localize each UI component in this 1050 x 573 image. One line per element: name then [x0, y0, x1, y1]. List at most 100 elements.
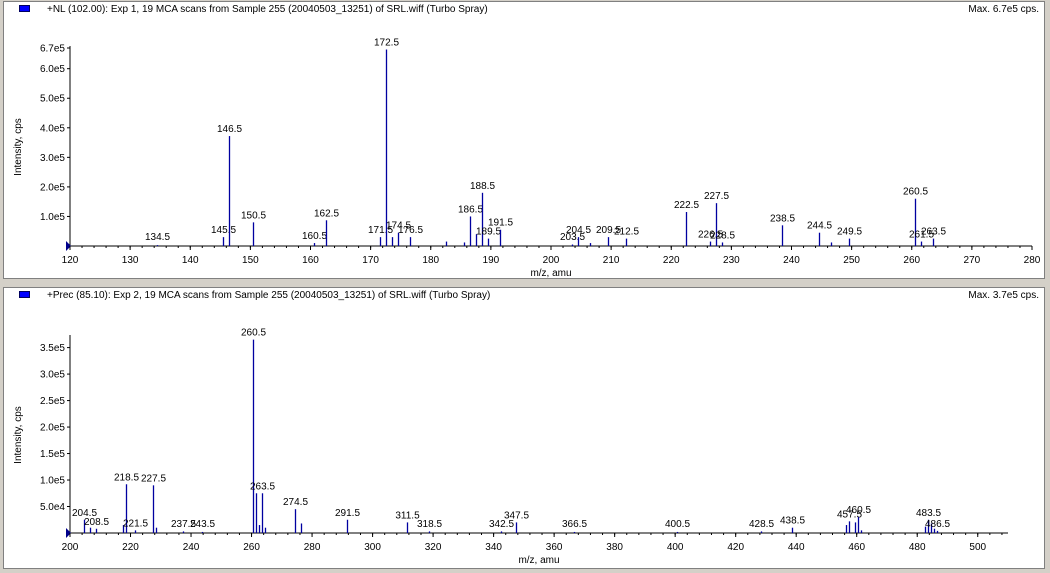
x-tick-label: 240 [783, 255, 800, 266]
x-tick-label: 300 [364, 542, 381, 553]
y-tick-label: 5.0e5 [40, 94, 65, 105]
x-tick-label: 220 [663, 255, 680, 266]
peak-label: 483.5 [916, 508, 941, 519]
peak-label: 218.5 [114, 472, 139, 483]
x-tick-label: 200 [62, 542, 79, 553]
peak-label: 227.5 [141, 473, 166, 484]
x-tick-label: 130 [122, 255, 139, 266]
x-tick-label: 190 [483, 255, 500, 266]
x-tick-label: 120 [62, 255, 79, 266]
x-tick-label: 170 [362, 255, 379, 266]
peak-label: 237.5 [171, 519, 196, 530]
peak-label: 221.5 [123, 518, 148, 529]
peak-label: 162.5 [314, 208, 339, 219]
peak-label: 311.5 [395, 510, 420, 521]
baseline-marker-icon [66, 528, 71, 538]
peak-label: 318.5 [417, 519, 442, 530]
x-tick-label: 180 [422, 255, 439, 266]
peak-label: 261.5 [909, 230, 934, 241]
peak-label: 260.5 [903, 187, 928, 198]
peak-label: 249.5 [837, 227, 862, 238]
x-tick-label: 460 [848, 542, 865, 553]
peak-label: 274.5 [283, 497, 308, 508]
x-tick-label: 360 [546, 542, 563, 553]
peak-label: 260.5 [241, 328, 266, 339]
x-tick-label: 280 [304, 542, 321, 553]
x-tick-label: 260 [243, 542, 260, 553]
x-tick-label: 340 [485, 542, 502, 553]
peak-label: 428.5 [749, 519, 774, 530]
x-tick-label: 270 [964, 255, 981, 266]
x-tick-label: 240 [183, 542, 200, 553]
peak-label: 134.5 [145, 232, 170, 243]
max-intensity-label: Max. 6.7e5 cps. [968, 4, 1039, 15]
spectrum-panel-nl: +NL (102.00): Exp 1, 19 MCA scans from S… [3, 1, 1045, 279]
y-tick-label: 2.5e5 [40, 396, 65, 407]
x-tick-label: 400 [667, 542, 684, 553]
peak-label: 228.5 [710, 230, 735, 241]
peak-label: 146.5 [217, 124, 242, 135]
peak-label: 347.5 [504, 510, 529, 521]
peak-label: 150.5 [241, 210, 266, 221]
peak-label: 212.5 [614, 227, 639, 238]
y-tick-label: 1.5e5 [40, 449, 65, 460]
x-tick-label: 380 [606, 542, 623, 553]
y-tick-label: 1.0e5 [40, 212, 65, 223]
peak-label: 160.5 [302, 231, 327, 242]
x-tick-label: 420 [727, 542, 744, 553]
peak-label: 342.5 [489, 519, 514, 530]
y-tick-label: 6.0e5 [40, 64, 65, 75]
x-tick-label: 150 [242, 255, 259, 266]
panel-title: +NL (102.00): Exp 1, 19 MCA scans from S… [47, 4, 488, 15]
peak-label: 191.5 [488, 218, 513, 229]
x-tick-label: 250 [843, 255, 860, 266]
peak-label: 145.5 [211, 225, 236, 236]
panel-header: +NL (102.00): Exp 1, 19 MCA scans from S… [4, 2, 1044, 18]
experiment-marker-icon[interactable] [19, 291, 30, 298]
peak-label: 176.5 [398, 225, 423, 236]
peak-label: 400.5 [665, 519, 690, 530]
y-axis-label: Intensity, cps [13, 406, 24, 464]
peak-label: 204.5 [566, 225, 591, 236]
x-axis-label: m/z, amu [530, 268, 571, 278]
peak-label: 457.5 [837, 509, 862, 520]
peak-label: 189.5 [476, 227, 501, 238]
peak-label: 366.5 [562, 519, 587, 530]
peak-label: 460.5 [846, 505, 871, 516]
y-axis-label: Intensity, cps [13, 118, 24, 176]
peak-label: 186.5 [458, 204, 483, 215]
peak-label: 238.5 [770, 213, 795, 224]
y-tick-label: 3.0e5 [40, 370, 65, 381]
peak-label: 438.5 [780, 516, 805, 527]
x-tick-label: 220 [122, 542, 139, 553]
x-axis-label: m/z, amu [518, 555, 559, 566]
y-tick-label: 3.0e5 [40, 153, 65, 164]
panel-title: +Prec (85.10): Exp 2, 19 MCA scans from … [47, 290, 491, 301]
peak-label: 209.5 [596, 225, 621, 236]
peak-label: 174.5 [386, 221, 411, 232]
peak-label: 203.5 [560, 232, 585, 243]
x-tick-label: 140 [182, 255, 199, 266]
x-tick-label: 440 [788, 542, 805, 553]
x-tick-label: 320 [425, 542, 442, 553]
y-tick-label: 1.0e5 [40, 476, 65, 487]
x-tick-label: 160 [302, 255, 319, 266]
y-tick-label: 3.5e5 [40, 343, 65, 354]
spectrum-panel-prec: +Prec (85.10): Exp 2, 19 MCA scans from … [3, 287, 1045, 569]
peak-label: 172.5 [374, 37, 399, 48]
peak-label: 263.5 [921, 227, 946, 238]
peak-label: 226.5 [698, 230, 723, 241]
peak-label: 244.5 [807, 221, 832, 232]
peak-label: 243.5 [190, 519, 215, 530]
spectrum-plot-nl[interactable]: 120 130 140 150 160 170 180 190 200 210 220 230 240 2… [4, 2, 1044, 278]
x-tick-label: 230 [723, 255, 740, 266]
peak-label: 222.5 [674, 200, 699, 211]
y-tick-label: 4.0e5 [40, 123, 65, 134]
max-intensity-label: Max. 3.7e5 cps. [968, 290, 1039, 301]
spectrum-plot-prec[interactable]: 200 220 240 260 280 300 320 340 360 380 400 420 440 4… [4, 288, 1044, 568]
experiment-marker-icon[interactable] [19, 5, 30, 12]
x-tick-label: 260 [903, 255, 920, 266]
peak-label: 204.5 [72, 508, 97, 519]
peak-label: 188.5 [470, 181, 495, 192]
peak-label: 486.5 [925, 519, 950, 530]
